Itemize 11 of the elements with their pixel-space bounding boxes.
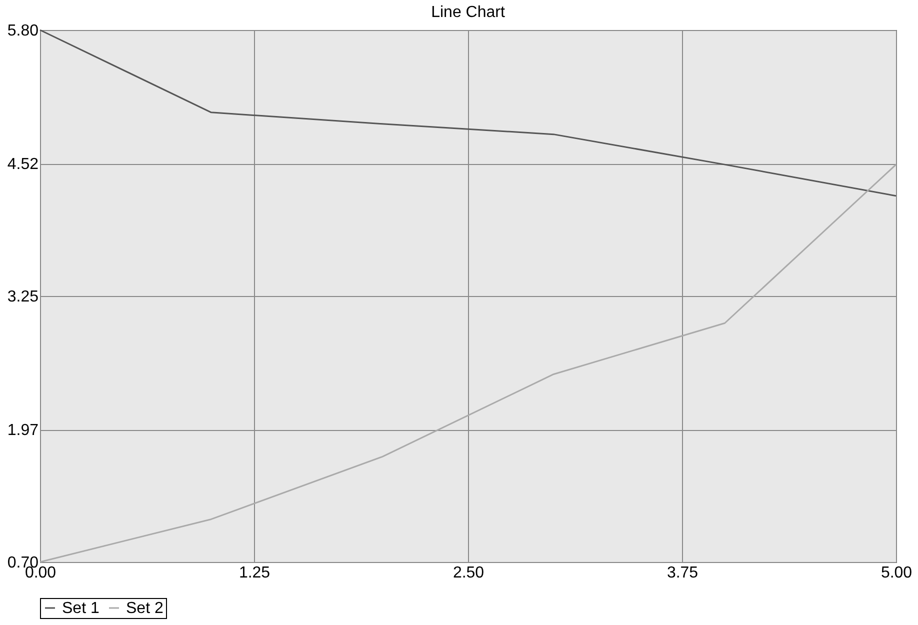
x-tick-label: 5.00 bbox=[880, 564, 912, 582]
y-tick-label: 1.97 bbox=[7, 422, 39, 440]
x-tick-label: 1.25 bbox=[238, 564, 270, 582]
y-tick-label: 5.80 bbox=[7, 22, 39, 40]
legend-label: Set 2 bbox=[126, 600, 164, 617]
chart-title: Line Chart bbox=[431, 4, 506, 21]
x-tick-label: 3.75 bbox=[666, 564, 698, 582]
x-tick-label: 2.50 bbox=[452, 564, 484, 582]
y-tick-label: 3.25 bbox=[7, 288, 39, 306]
y-tick-label: 4.52 bbox=[7, 156, 39, 174]
legend-label: Set 1 bbox=[62, 600, 100, 617]
